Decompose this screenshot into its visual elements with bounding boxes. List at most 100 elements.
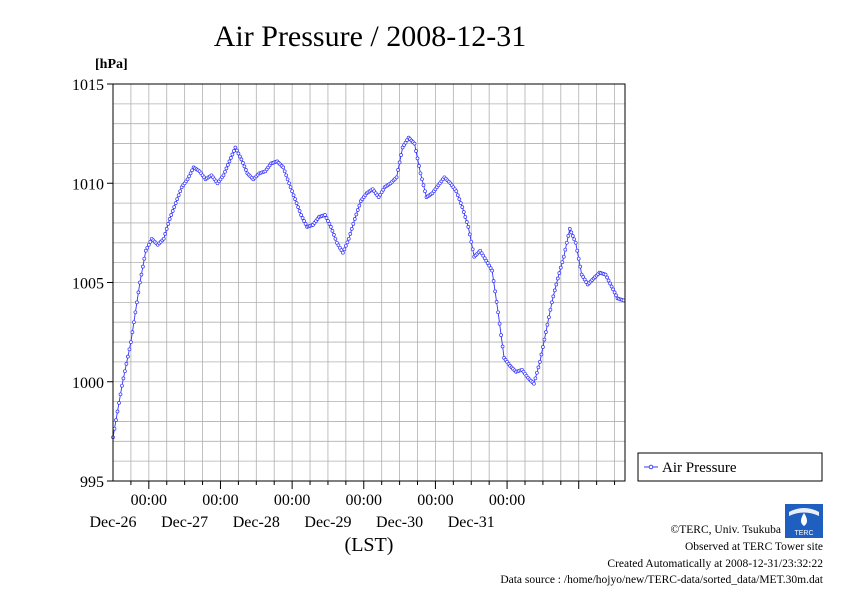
data-point <box>333 236 338 241</box>
data-point <box>352 217 357 221</box>
data-point <box>396 168 400 172</box>
data-point <box>166 222 171 226</box>
data-point <box>345 240 350 245</box>
data-point <box>141 264 145 269</box>
copyright-text: ©TERC, Univ. Tsukuba <box>671 524 781 536</box>
y-tick-label: 1000 <box>72 375 104 392</box>
data-point <box>229 156 233 160</box>
data-point <box>606 278 611 283</box>
x-tick-time: 00:00 <box>417 492 453 509</box>
data-point <box>323 213 327 217</box>
plot-frame <box>112 83 626 482</box>
x-tick-date: Dec-29 <box>304 514 351 531</box>
data-point <box>227 159 232 164</box>
data-point <box>132 320 136 325</box>
source-text: Data source : /home/hojyo/new/TERC-data/… <box>500 574 823 586</box>
data-point <box>355 208 360 212</box>
data-point <box>454 189 459 194</box>
data-point <box>421 183 426 188</box>
data-point <box>542 337 547 342</box>
data-point <box>608 281 612 286</box>
x-tick-time: 00:00 <box>274 492 310 509</box>
grid <box>113 84 625 481</box>
data-point <box>460 205 465 209</box>
data-point <box>145 245 150 250</box>
data-point <box>236 151 241 156</box>
data-point <box>552 288 557 293</box>
data-point <box>603 272 608 277</box>
y-axis-label: [hPa] <box>95 57 128 72</box>
data-point <box>224 166 229 171</box>
data-point <box>326 219 330 223</box>
x-tick-time: 00:00 <box>489 492 525 509</box>
y-ticks: 995 1000 1005 1010 1015 <box>72 77 113 491</box>
data-point <box>354 212 359 217</box>
data-point <box>163 232 168 236</box>
data-point <box>545 322 550 327</box>
data-point <box>188 171 193 176</box>
data-point <box>148 239 153 244</box>
data-point <box>344 243 348 248</box>
data-point <box>578 264 583 269</box>
data-point <box>130 330 135 334</box>
data-point <box>539 352 544 357</box>
x-tick-date: Dec-28 <box>233 514 280 531</box>
logo-drop-icon <box>801 513 807 526</box>
data-point <box>161 236 166 241</box>
data-point <box>294 201 299 205</box>
data-point <box>330 229 335 233</box>
data-point <box>285 177 290 182</box>
data-point <box>541 345 545 349</box>
data-point <box>167 217 172 221</box>
created-text: Created Automatically at 2008-12-31/23:3… <box>607 558 823 570</box>
data-point <box>573 240 578 245</box>
x-axis-label: (LST) <box>345 534 394 556</box>
data-point <box>548 307 553 312</box>
data-point <box>241 161 245 165</box>
x-tick-date: Dec-31 <box>448 514 495 531</box>
data-point <box>464 220 469 224</box>
data-point <box>291 193 296 198</box>
data-point <box>324 216 329 220</box>
data-point <box>190 168 194 173</box>
data-point <box>461 210 466 214</box>
data-point <box>221 173 226 178</box>
data-point <box>554 282 559 287</box>
x-tick-date: Dec-30 <box>376 514 423 531</box>
data-point <box>287 181 291 186</box>
data-point <box>146 242 151 247</box>
data-point <box>117 401 121 405</box>
data-point <box>533 376 538 381</box>
data-point <box>244 168 248 172</box>
data-point <box>469 239 474 244</box>
data-point <box>467 232 472 237</box>
data-point <box>563 247 568 252</box>
data-point <box>611 287 615 292</box>
data-point <box>135 300 139 305</box>
data-point <box>239 157 244 162</box>
data-point <box>164 227 169 231</box>
legend-label: Air Pressure <box>662 460 737 476</box>
logo-wave <box>789 508 819 516</box>
data-point <box>560 260 565 265</box>
data-point <box>605 275 609 280</box>
observed-text: Observed at TERC Tower site <box>685 541 823 553</box>
data-point <box>172 205 177 209</box>
data-point <box>342 247 347 252</box>
x-ticks: 00:00 Dec-26 00:00 Dec-27 00:00 Dec-28 00:00 De… <box>89 481 616 531</box>
data-point <box>327 222 332 226</box>
data-point <box>357 203 362 208</box>
data-point <box>346 236 351 241</box>
data-point <box>564 240 569 245</box>
data-point <box>341 250 345 255</box>
data-point <box>129 340 133 344</box>
x-tick-time: 00:00 <box>131 492 167 509</box>
data-point <box>143 248 148 253</box>
x-tick-date: Dec-26 <box>89 514 136 531</box>
data-point <box>493 289 497 294</box>
data-point <box>173 201 178 205</box>
data-point <box>575 248 580 253</box>
data-point <box>494 300 499 304</box>
data-point <box>223 169 227 174</box>
